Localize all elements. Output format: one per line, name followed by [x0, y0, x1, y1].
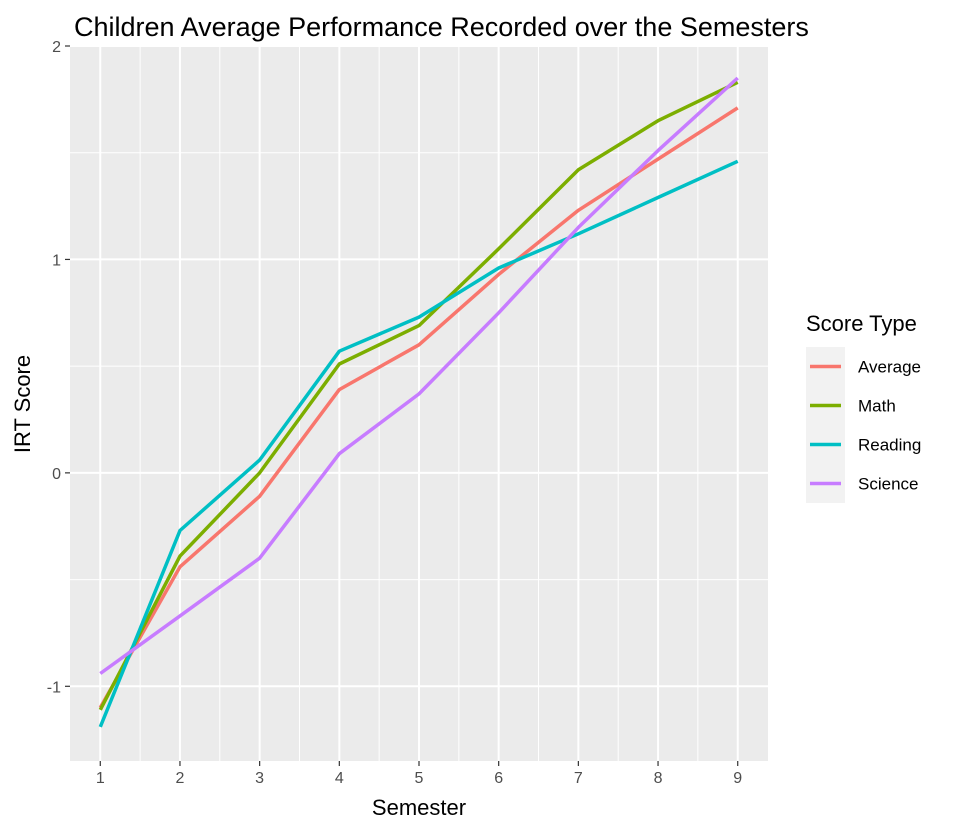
y-axis: -1 0 1 2: [47, 39, 70, 696]
x-tick-label: 4: [335, 770, 344, 787]
y-tick-label: 1: [52, 252, 61, 269]
x-tick-label: 3: [255, 770, 264, 787]
x-tick-label: 7: [574, 770, 583, 787]
x-tick-label: 1: [96, 770, 105, 787]
x-axis: 1 2 3 4 5 6 7 8 9: [96, 761, 742, 787]
legend-items: Average Math Reading Science: [806, 347, 921, 503]
chart-title: Children Average Performance Recorded ov…: [74, 12, 809, 42]
x-tick-label: 6: [494, 770, 503, 787]
x-tick-label: 8: [654, 770, 663, 787]
y-axis-title: IRT Score: [10, 355, 35, 453]
legend-label-reading: Reading: [858, 436, 921, 455]
legend-label-science: Science: [858, 475, 918, 494]
x-tick-label: 9: [733, 770, 742, 787]
x-axis-title: Semester: [372, 795, 466, 820]
y-tick-label: 2: [52, 39, 61, 56]
series-layer: [98, 76, 739, 728]
x-tick-label: 2: [176, 770, 185, 787]
x-tick-label: 5: [415, 770, 424, 787]
series-line-reading: [98, 159, 739, 728]
legend: Score Type Average Math Reading Science: [806, 311, 921, 503]
y-tick-label: -1: [47, 679, 61, 696]
legend-label-math: Math: [858, 397, 896, 416]
legend-title: Score Type: [806, 311, 917, 336]
series-line-science: [99, 76, 739, 675]
grid-major: [70, 45, 768, 761]
legend-label-average: Average: [858, 358, 921, 377]
series-line-math: [98, 80, 739, 711]
y-tick-label: 0: [52, 466, 61, 483]
